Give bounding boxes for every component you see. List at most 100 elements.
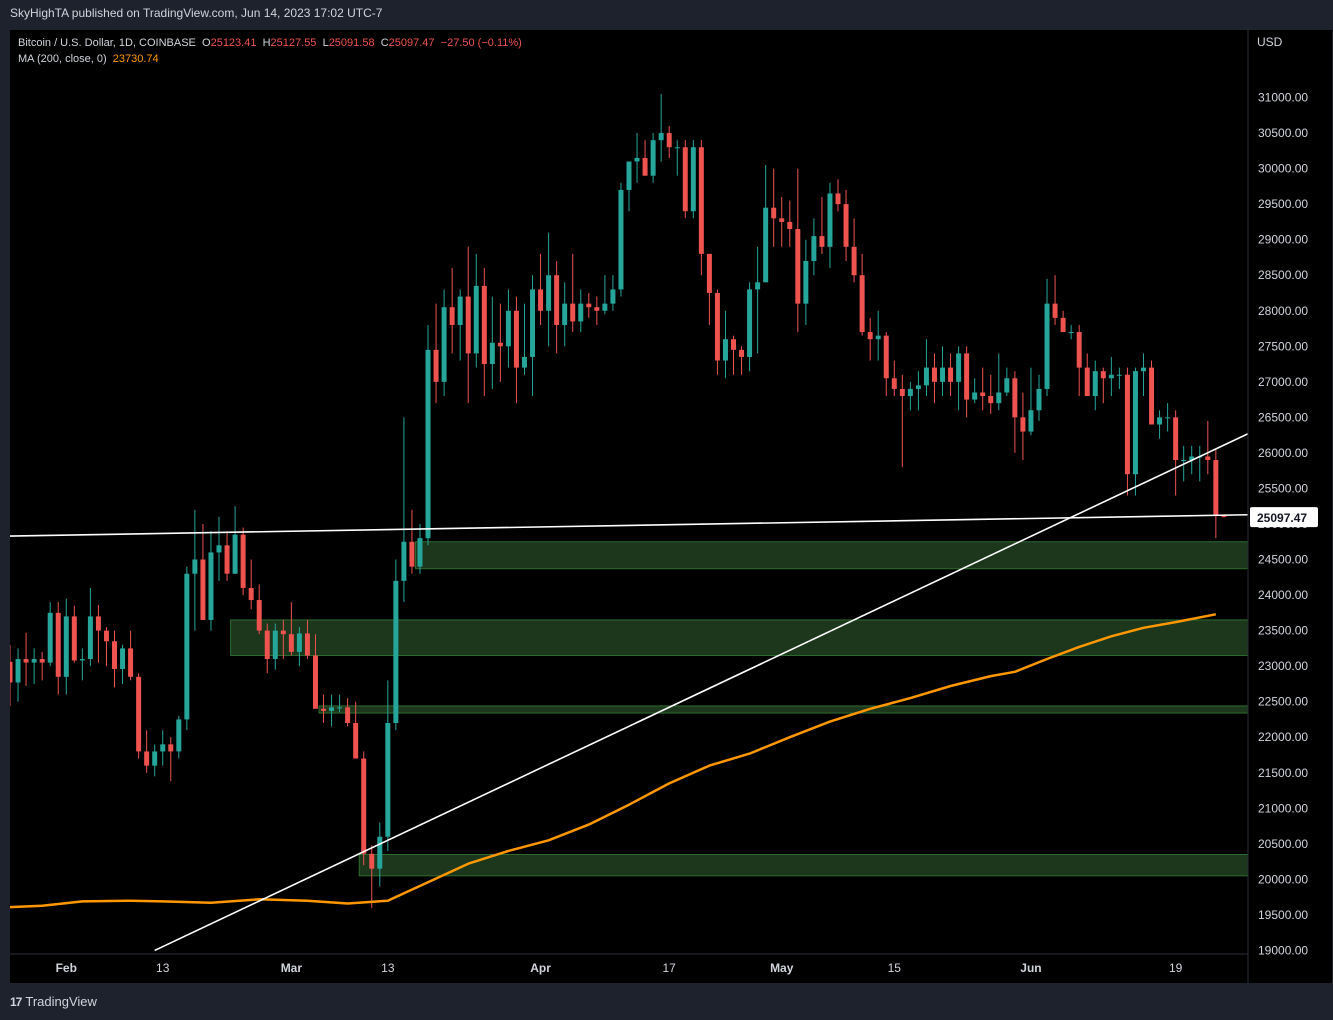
candle-body (296, 633, 302, 652)
candle (1108, 356, 1114, 397)
candle-body (602, 303, 608, 311)
candle-body (1036, 388, 1042, 411)
y-tick-label: 29500.00 (1258, 197, 1308, 211)
candle (867, 317, 873, 361)
candle (779, 197, 785, 247)
symbol-name: Bitcoin / U.S. Dollar, 1D, COINBASE (18, 37, 196, 49)
candle-body (39, 659, 45, 663)
candle (1149, 360, 1155, 425)
candle-body (795, 229, 801, 304)
candle (1124, 367, 1130, 496)
candle-body (87, 616, 93, 660)
candle-body (859, 275, 865, 333)
ma-200-line[interactable] (9, 613, 1217, 909)
candle (722, 310, 728, 379)
candle (160, 730, 166, 766)
candle-body (15, 659, 21, 683)
candle-body (321, 708, 327, 711)
candle (120, 644, 126, 684)
candle-body (755, 282, 761, 290)
candle (192, 509, 198, 631)
candle-body (71, 616, 77, 661)
support-zone[interactable] (318, 705, 1248, 714)
x-tick-label: Jun (1020, 961, 1041, 975)
symbol-row: Bitcoin / U.S. Dollar, 1D, COINBASE O251… (18, 35, 522, 51)
candle (771, 168, 777, 247)
candle-body (401, 541, 407, 581)
candle (859, 253, 865, 336)
candle-body (690, 147, 696, 212)
candle (907, 381, 913, 411)
high-label: H (262, 37, 271, 49)
candle-body (1092, 371, 1098, 397)
candle-body (280, 630, 286, 635)
candle (329, 694, 335, 727)
candle (763, 165, 769, 283)
candle (538, 253, 544, 325)
candle-body (594, 307, 600, 311)
x-tick-label: Feb (56, 961, 77, 975)
candle-body (538, 289, 544, 311)
candle-body (996, 392, 1002, 404)
last-price-label: 25097.47 (1257, 511, 1307, 525)
candle (79, 648, 85, 681)
candle-body (1213, 460, 1219, 516)
candle-body (779, 218, 785, 222)
candle-body (369, 853, 375, 869)
y-tick-label: 27000.00 (1258, 375, 1308, 389)
candle-body (698, 147, 704, 254)
candle (940, 346, 946, 397)
chart-frame[interactable] (10, 30, 1332, 983)
candle (1028, 367, 1034, 436)
candle (385, 680, 391, 851)
trendline[interactable] (154, 432, 1248, 952)
candle (248, 559, 254, 610)
candle (787, 200, 793, 247)
candle (996, 353, 1002, 411)
candle-body (1181, 460, 1187, 462)
y-tick-label: 28000.00 (1258, 304, 1308, 318)
trendlines (10, 432, 1248, 952)
candle-body (248, 587, 254, 601)
candle (554, 261, 560, 354)
candle (321, 694, 327, 723)
candle (87, 587, 93, 667)
candle (980, 367, 986, 411)
y-tick-label: 22000.00 (1258, 730, 1308, 744)
publish-info: SkyHighTA published on TradingView.com, … (10, 6, 383, 20)
candle (473, 253, 479, 368)
candle (489, 296, 495, 389)
x-tick-label: 19 (1169, 961, 1183, 975)
close-label: C (380, 37, 389, 49)
support-zone[interactable] (414, 541, 1248, 570)
candle-body (875, 335, 881, 340)
candle (714, 289, 720, 375)
candle (15, 648, 21, 702)
candle-body (867, 332, 873, 340)
candle (570, 253, 576, 333)
candle-body (120, 648, 126, 669)
candle (923, 339, 929, 397)
candle-body (980, 392, 986, 397)
candle (698, 140, 704, 276)
candle-body (385, 723, 391, 837)
y-tick-label: 31000.00 (1258, 91, 1308, 105)
trendline[interactable] (10, 513, 1248, 537)
candle-body (988, 396, 994, 404)
candle (843, 189, 849, 261)
candle-body (883, 335, 889, 379)
currency-label[interactable]: USD (1257, 35, 1283, 49)
candle (409, 509, 415, 574)
candle-body (674, 147, 680, 149)
candle (642, 140, 648, 176)
tradingview-branding[interactable]: 17 TradingView (10, 994, 97, 1009)
support-zone[interactable] (230, 619, 1248, 656)
candle-body (787, 221, 793, 230)
candle-body (899, 388, 905, 397)
candle (200, 523, 206, 620)
support-zone[interactable] (358, 853, 1248, 877)
candle-body (417, 538, 423, 567)
candle-body (827, 193, 833, 247)
candle-body (304, 633, 310, 656)
